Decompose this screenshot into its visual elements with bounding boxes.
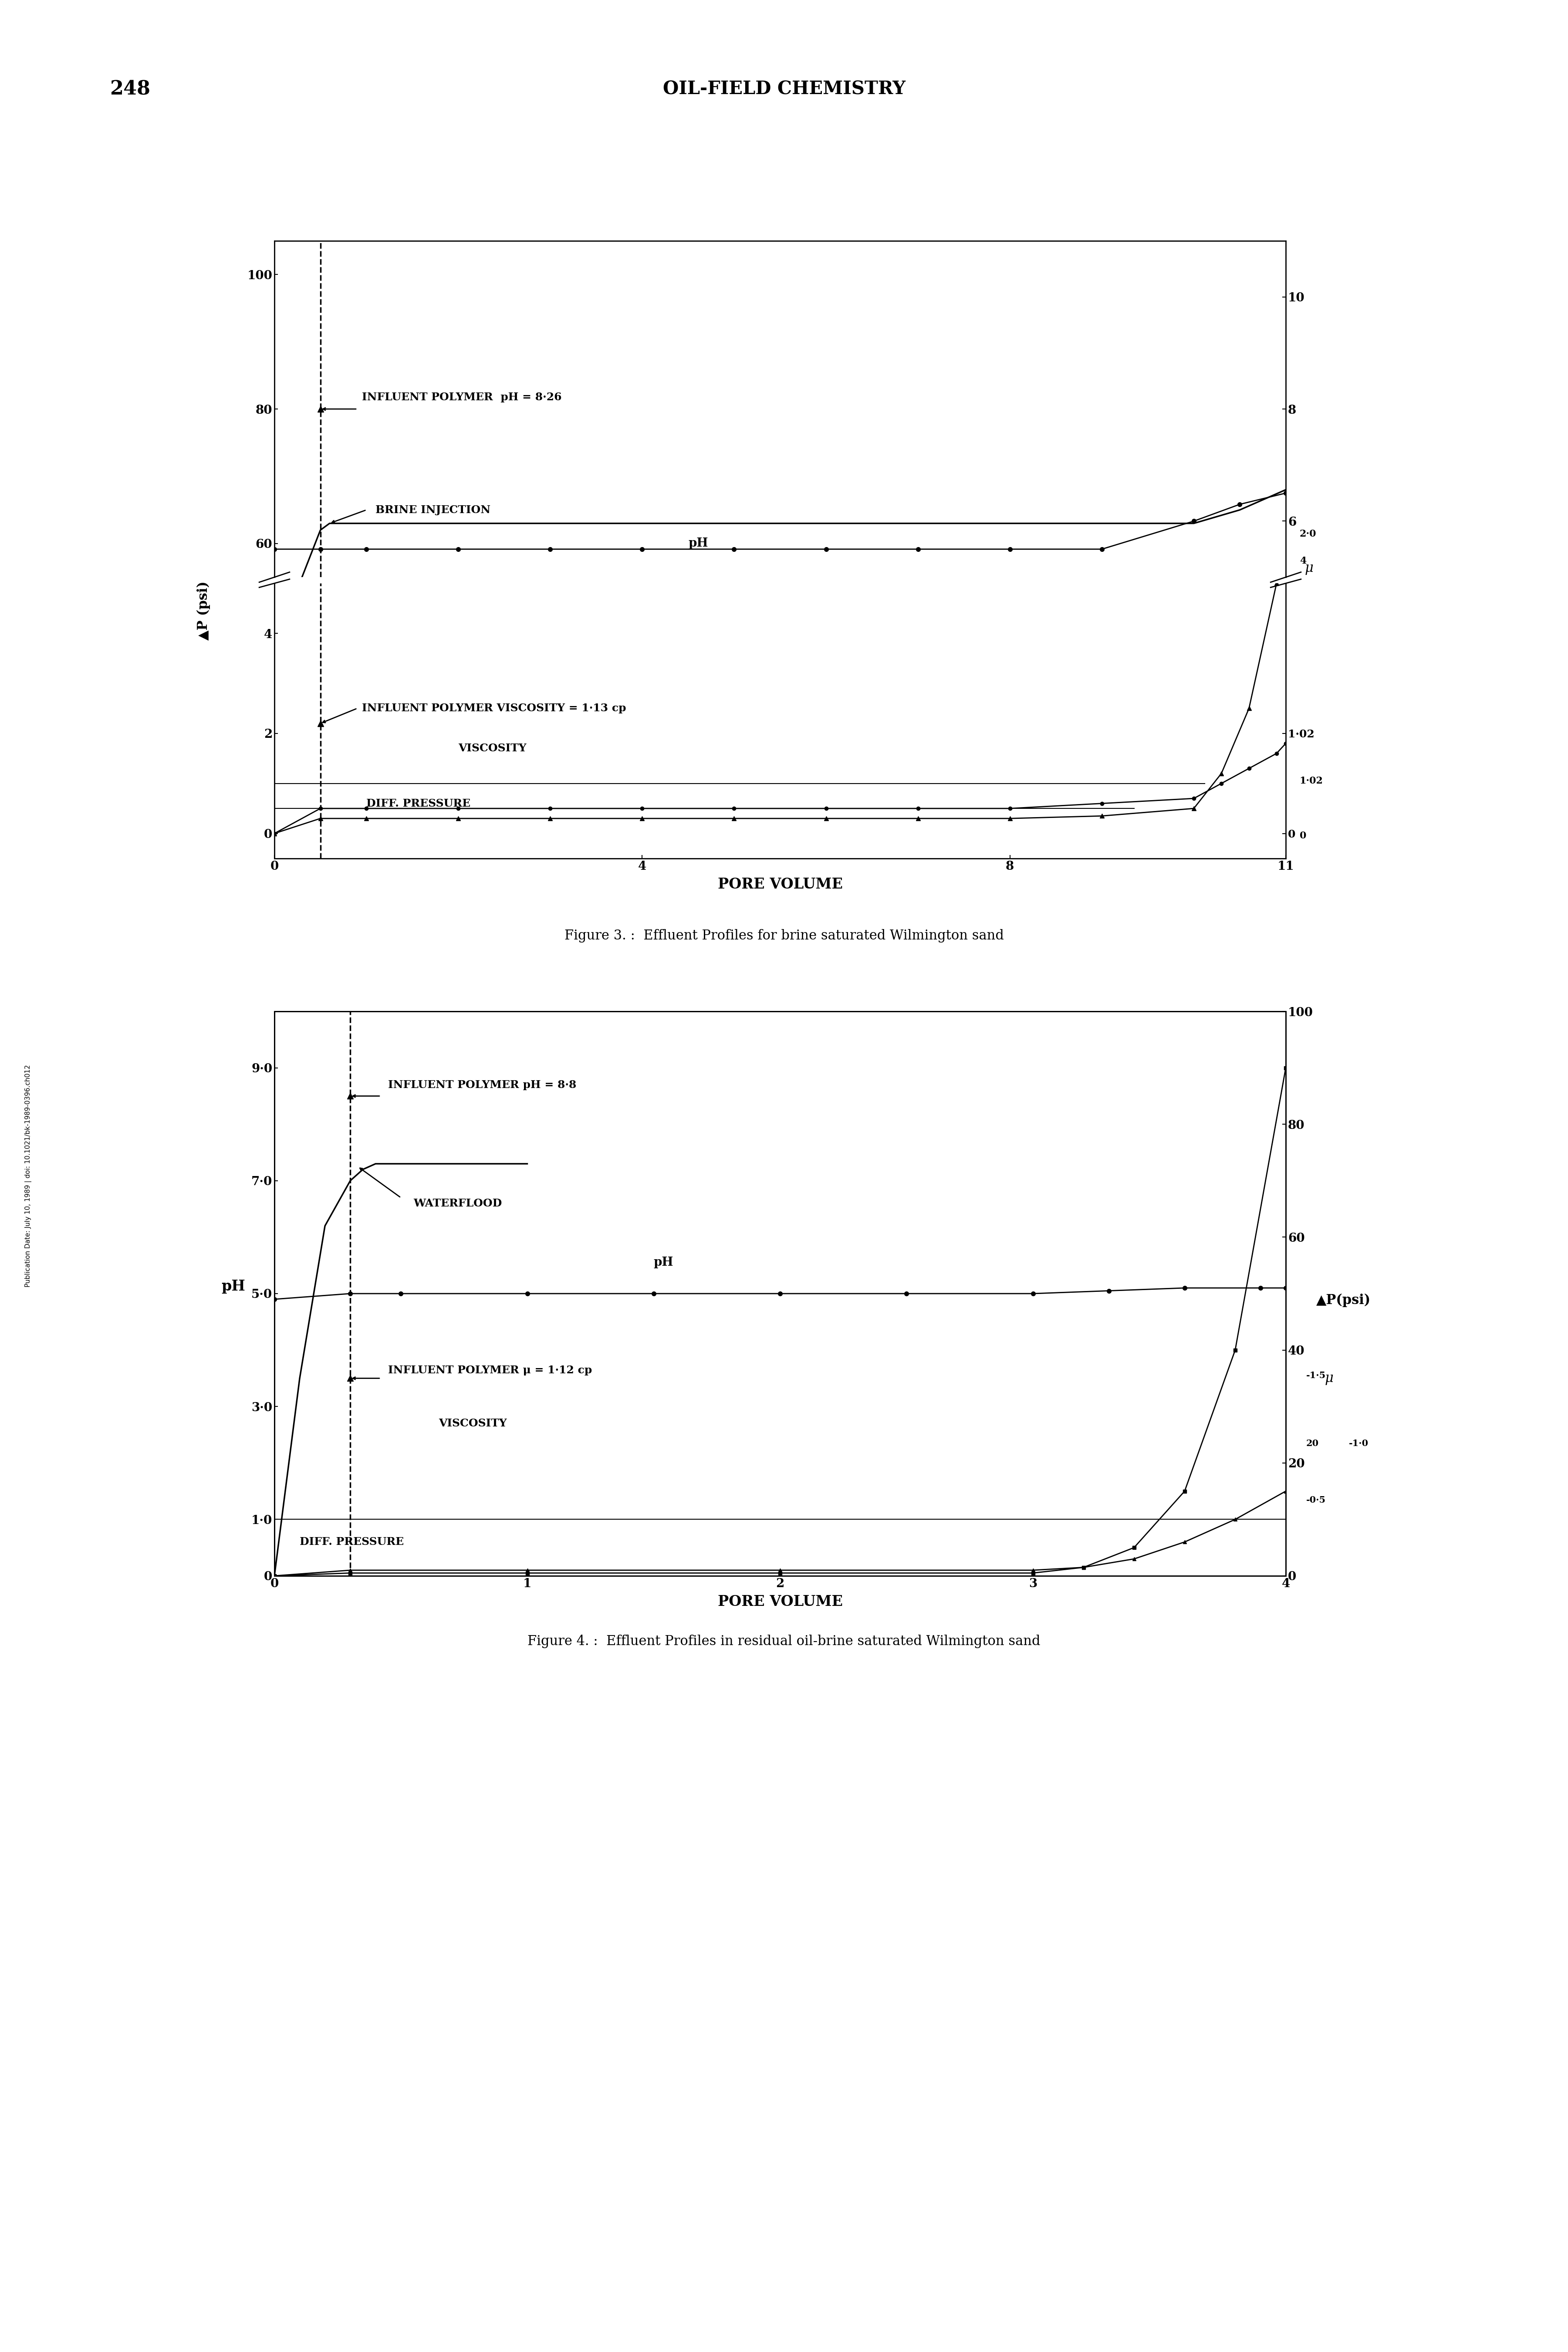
Text: INFLUENT POLYMER VISCOSITY = 1·13 cp: INFLUENT POLYMER VISCOSITY = 1·13 cp: [362, 703, 626, 713]
Text: Publication Date: July 10, 1989 | doi: 10.1021/bk-1989-0396.ch012: Publication Date: July 10, 1989 | doi: 1…: [25, 1065, 31, 1287]
Text: μ: μ: [1325, 1371, 1334, 1385]
Text: Figure 4. :  Effluent Profiles in residual oil-brine saturated Wilmington sand: Figure 4. : Effluent Profiles in residua…: [527, 1635, 1041, 1649]
Text: 4: 4: [1300, 557, 1306, 567]
Text: ▲P (psi): ▲P (psi): [198, 581, 210, 640]
Y-axis label: pH: pH: [221, 1279, 245, 1294]
Text: WATERFLOOD: WATERFLOOD: [414, 1197, 502, 1209]
Text: INFLUENT POLYMER pH = 8·8: INFLUENT POLYMER pH = 8·8: [389, 1080, 577, 1091]
Text: 248: 248: [110, 80, 151, 99]
Text: DIFF. PRESSURE: DIFF. PRESSURE: [299, 1536, 405, 1548]
Text: -1·0: -1·0: [1348, 1439, 1369, 1449]
Text: pH: pH: [654, 1256, 674, 1268]
Text: 0: 0: [1300, 830, 1306, 840]
Text: pH: pH: [688, 539, 709, 550]
Y-axis label: ▲P(psi): ▲P(psi): [1316, 1294, 1370, 1308]
Text: VISCOSITY: VISCOSITY: [458, 743, 527, 753]
Text: μ: μ: [1305, 562, 1314, 574]
Text: INFLUENT POLYMER μ = 1·12 cp: INFLUENT POLYMER μ = 1·12 cp: [389, 1364, 593, 1376]
Text: OIL-FIELD CHEMISTRY: OIL-FIELD CHEMISTRY: [663, 80, 905, 99]
Text: -1·5: -1·5: [1306, 1371, 1325, 1381]
Text: DIFF. PRESSURE: DIFF. PRESSURE: [367, 797, 470, 809]
Text: Figure 3. :  Effluent Profiles for brine saturated Wilmington sand: Figure 3. : Effluent Profiles for brine …: [564, 929, 1004, 943]
Text: INFLUENT POLYMER  pH = 8·26: INFLUENT POLYMER pH = 8·26: [362, 393, 561, 402]
Text: -0·5: -0·5: [1306, 1496, 1325, 1505]
Text: VISCOSITY: VISCOSITY: [439, 1418, 506, 1428]
Text: 2·0: 2·0: [1300, 529, 1316, 539]
Text: 1·02: 1·02: [1300, 776, 1323, 786]
X-axis label: PORE VOLUME: PORE VOLUME: [718, 877, 842, 891]
X-axis label: PORE VOLUME: PORE VOLUME: [718, 1595, 842, 1609]
Text: 20: 20: [1306, 1439, 1319, 1449]
Text: BRINE INJECTION: BRINE INJECTION: [376, 506, 491, 515]
